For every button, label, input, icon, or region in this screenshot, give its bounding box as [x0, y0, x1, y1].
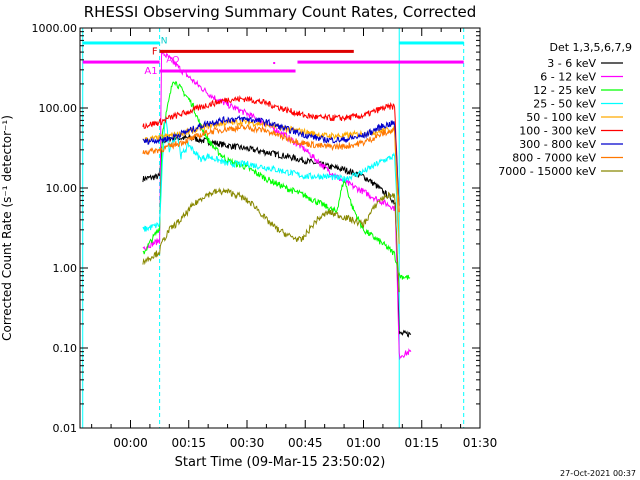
series-line-3: [142, 117, 400, 254]
plot-frame: [79, 27, 481, 429]
x-tick-label: 01:15: [404, 436, 439, 450]
flag-label-1: F: [152, 46, 158, 57]
x-tick-label: 01:00: [346, 436, 381, 450]
x-tick-label: 01:30: [463, 436, 498, 450]
chart-title: RHESSI Observing Summary Count Rates, Co…: [84, 3, 477, 21]
legend-label-5: 100 - 300 keV: [519, 125, 596, 138]
x-tick-label: 00:15: [171, 436, 206, 450]
legend-label-8: 7000 - 15000 keV: [498, 165, 596, 178]
legend-title: Det 1,3,5,6,7,9: [549, 41, 632, 54]
legend-label-3: 25 - 50 keV: [533, 98, 596, 111]
legend-label-7: 800 - 7000 keV: [512, 152, 596, 165]
y-tick-label: 10.00: [46, 182, 78, 195]
y-tick-label: 0.01: [53, 422, 78, 435]
flag-mark-1: AO: [166, 55, 179, 65]
series-line-8: [142, 187, 400, 293]
flag-bar-1-0: [159, 49, 354, 53]
flag-bar-2-1: [297, 60, 464, 64]
series-line-2: [142, 81, 411, 280]
x-tick-label: 00:30: [230, 436, 265, 450]
legend-label-2: 12 - 25 keV: [533, 84, 596, 97]
flag-mark-2: [273, 62, 276, 65]
y-tick-label: 100.00: [39, 102, 78, 115]
flag-mark-0: N: [161, 36, 168, 46]
legend-label-6: 300 - 800 keV: [519, 138, 596, 151]
series-line-0: [142, 133, 412, 338]
y-tick-label: 1.00: [53, 262, 78, 275]
x-axis-label: Start Time (09-Mar-15 23:50:02): [175, 455, 386, 470]
series-line-6: [142, 114, 400, 206]
legend-label-0: 3 - 6 keV: [547, 57, 596, 70]
series-line-1: [142, 49, 412, 361]
flag-bars: F A1 N AO: [82, 36, 464, 77]
footer-timestamp: 27-Oct-2021 00:37: [560, 469, 636, 478]
y-axis-label: Corrected Count Rate (s⁻¹ detector⁻¹): [0, 115, 14, 341]
y-axis-ticks: 1000.00 100.00 10.00 1.00 0.10 0.01: [32, 22, 480, 435]
flag-bar-2-0: [82, 60, 160, 64]
x-tick-label: 00:45: [288, 436, 323, 450]
y-tick-label: 1000.00: [32, 22, 78, 35]
flag-bar-0-0: [82, 41, 160, 45]
flag-bar-3-0: [159, 69, 296, 73]
legend-label-1: 6 - 12 keV: [540, 71, 596, 84]
x-axis-ticks: 00:00 00:15 00:30 00:45 01:00 01:15 01:30: [91, 28, 498, 450]
flag-label-3: A1: [144, 66, 157, 77]
flag-bar-0-1: [399, 41, 464, 45]
x-tick-label: 00:00: [113, 436, 148, 450]
series-line-5: [142, 94, 400, 213]
y-tick-label: 0.10: [53, 342, 78, 355]
legend-label-4: 50 - 100 keV: [526, 111, 596, 124]
chart-lines: [82, 28, 465, 428]
chart-series: [142, 49, 412, 361]
series-line-7: [142, 124, 400, 213]
